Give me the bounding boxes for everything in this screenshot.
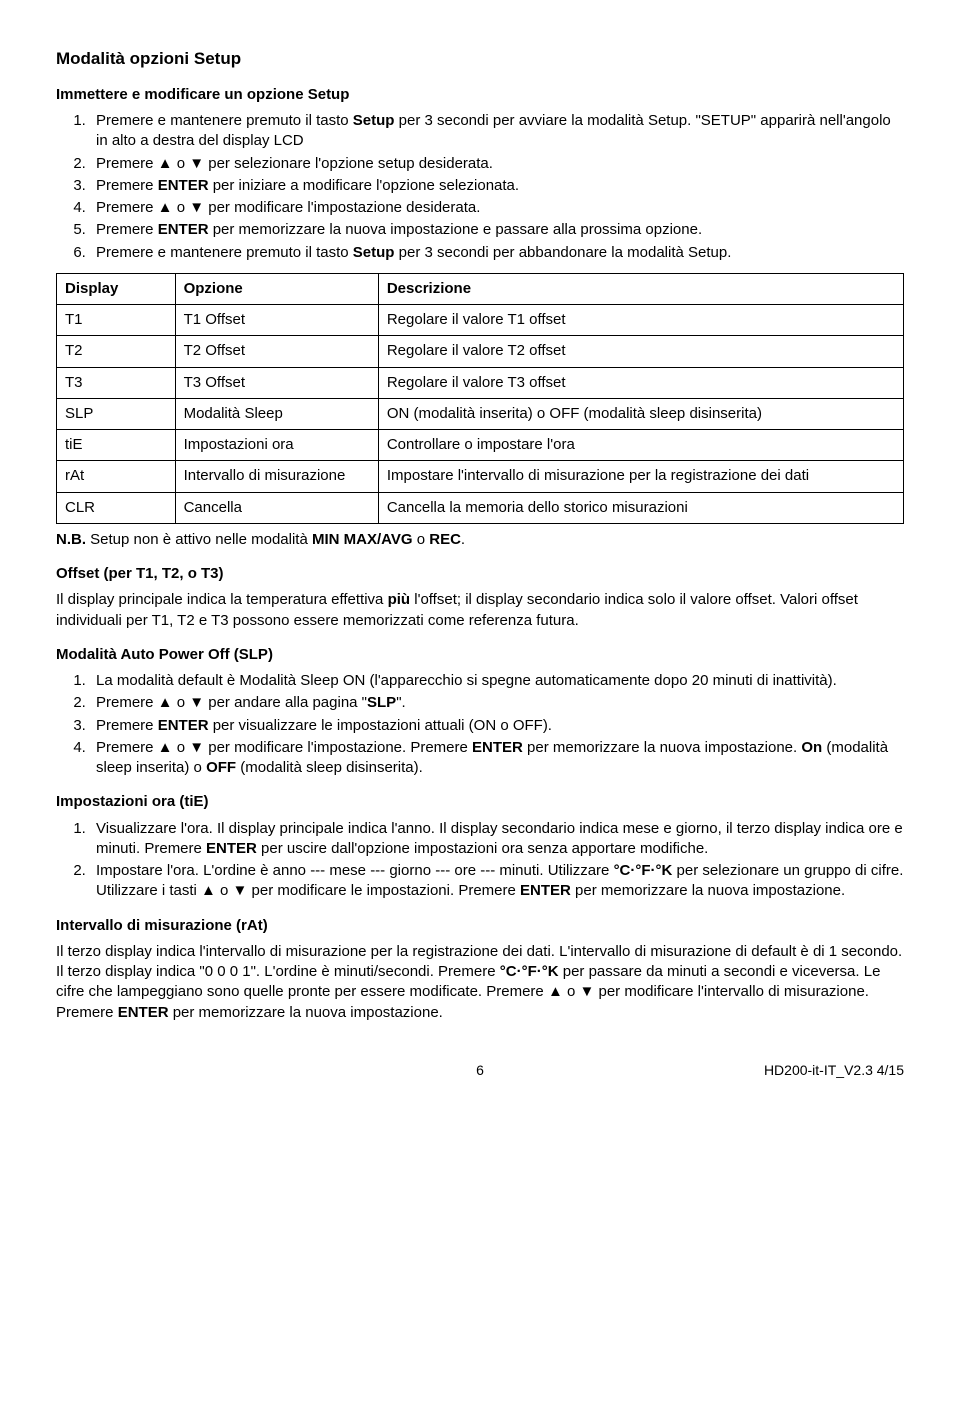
list-item: Premere ▲ o ▼ per andare alla pagina "SL…: [90, 693, 904, 713]
note-text: N.B. Setup non è attivo nelle modalità M…: [56, 530, 904, 550]
table-row: rAtIntervallo di misurazioneImpostare l'…: [57, 461, 904, 492]
list-item: Visualizzare l'ora. Il display principal…: [90, 819, 904, 860]
table-row: CLRCancellaCancella la memoria dello sto…: [57, 492, 904, 523]
section-heading: Intervallo di misurazione (rAt): [56, 916, 904, 936]
list-item: Impostare l'ora. L'ordine è anno --- mes…: [90, 861, 904, 902]
table-row: T2T2 OffsetRegolare il valore T2 offset: [57, 336, 904, 367]
table-header: Opzione: [175, 273, 378, 304]
section-heading: Offset (per T1, T2, o T3): [56, 564, 904, 584]
list-item: Premere ▲ o ▼ per modificare l'impostazi…: [90, 738, 904, 779]
list-item: Premere ENTER per memorizzare la nuova i…: [90, 220, 904, 240]
section-heading: Impostazioni ora (tiE): [56, 792, 904, 812]
instruction-list: La modalità default è Modalità Sleep ON …: [56, 671, 904, 778]
list-item: La modalità default è Modalità Sleep ON …: [90, 671, 904, 691]
list-item: Premere ▲ o ▼ per selezionare l'opzione …: [90, 154, 904, 174]
instruction-list: Visualizzare l'ora. Il display principal…: [56, 819, 904, 902]
table-header: Display: [57, 273, 176, 304]
body-text: Il display principale indica la temperat…: [56, 590, 904, 631]
list-item: Premere ▲ o ▼ per modificare l'impostazi…: [90, 198, 904, 218]
page-title: Modalità opzioni Setup: [56, 48, 904, 71]
table-row: SLPModalità SleepON (modalità inserita) …: [57, 398, 904, 429]
list-item: Premere ENTER per visualizzare le impost…: [90, 716, 904, 736]
table-row: T3T3 OffsetRegolare il valore T3 offset: [57, 367, 904, 398]
list-item: Premere e mantenere premuto il tasto Set…: [90, 243, 904, 263]
page-number: 6: [339, 1061, 622, 1080]
list-item: Premere e mantenere premuto il tasto Set…: [90, 111, 904, 152]
section-heading: Immettere e modificare un opzione Setup: [56, 85, 904, 105]
doc-id: HD200-it-IT_V2.3 4/15: [621, 1061, 904, 1080]
body-text: Il terzo display indica l'intervallo di …: [56, 942, 904, 1023]
section-heading: Modalità Auto Power Off (SLP): [56, 645, 904, 665]
instruction-list: Premere e mantenere premuto il tasto Set…: [56, 111, 904, 263]
list-item: Premere ENTER per iniziare a modificare …: [90, 176, 904, 196]
table-header: Descrizione: [378, 273, 903, 304]
table-row: tiEImpostazioni oraControllare o imposta…: [57, 430, 904, 461]
page-footer: 6 HD200-it-IT_V2.3 4/15: [56, 1061, 904, 1080]
options-table: Display Opzione Descrizione T1T1 OffsetR…: [56, 273, 904, 524]
table-row: T1T1 OffsetRegolare il valore T1 offset: [57, 305, 904, 336]
